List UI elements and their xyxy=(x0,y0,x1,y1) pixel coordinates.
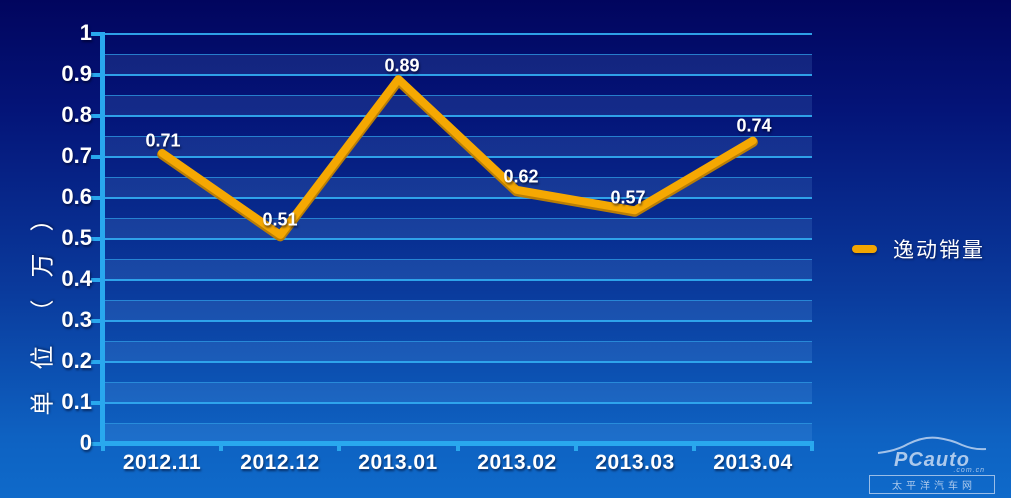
watermark: PCauto .com.cn 太平洋汽车网 xyxy=(869,435,995,494)
major-gridline xyxy=(103,33,812,35)
data-label: 0.74 xyxy=(736,115,772,136)
minor-gridline xyxy=(103,382,812,383)
x-axis-tick xyxy=(337,444,341,451)
major-gridline xyxy=(103,238,812,240)
minor-gridline xyxy=(103,95,812,96)
x-tick-label: 2013.03 xyxy=(595,451,675,474)
major-gridline xyxy=(103,361,812,363)
major-gridline xyxy=(103,156,812,158)
minor-gridline xyxy=(103,300,812,301)
y-axis-tick xyxy=(91,278,103,282)
y-tick-label: 1 xyxy=(79,19,92,45)
major-gridline xyxy=(103,115,812,117)
x-axis-tick xyxy=(574,444,578,451)
data-label: 0.62 xyxy=(503,166,539,187)
major-gridline xyxy=(103,197,812,199)
y-axis-tick xyxy=(91,237,103,241)
watermark-brand: PCauto xyxy=(894,449,970,471)
y-axis-tick xyxy=(91,73,103,77)
y-axis-tick xyxy=(91,196,103,200)
x-tick-label: 2013.02 xyxy=(477,451,557,474)
x-tick-label: 2012.12 xyxy=(240,451,320,474)
y-tick-label: 0.6 xyxy=(61,183,92,209)
minor-gridline xyxy=(103,54,812,55)
watermark-caption: 太平洋汽车网 xyxy=(869,475,995,494)
minor-gridline xyxy=(103,177,812,178)
y-tick-label: 0.4 xyxy=(61,265,92,291)
plot-area xyxy=(103,33,812,444)
x-tick-label: 2013.04 xyxy=(713,451,793,474)
y-axis-tick xyxy=(91,319,103,323)
x-axis-tick xyxy=(692,444,696,451)
y-tick-label: 0.8 xyxy=(61,101,92,127)
y-axis-tick xyxy=(91,442,103,446)
major-gridline xyxy=(103,320,812,322)
y-axis-tick xyxy=(91,401,103,405)
y-tick-label: 0.7 xyxy=(61,142,92,168)
y-axis-tick xyxy=(91,114,103,118)
y-tick-label: 0.3 xyxy=(61,306,92,332)
legend: 逸动销量 xyxy=(852,234,985,264)
x-axis-tick xyxy=(810,444,814,451)
y-tick-label: 0.1 xyxy=(61,388,92,414)
y-tick-label: 0.2 xyxy=(61,347,92,373)
y-axis-tick xyxy=(91,32,103,36)
minor-gridline xyxy=(103,136,812,137)
x-axis-line xyxy=(100,441,814,446)
y-tick-label: 0 xyxy=(79,429,92,455)
data-label: 0.71 xyxy=(145,130,181,151)
major-gridline xyxy=(103,279,812,281)
y-tick-label: 0.5 xyxy=(61,224,92,250)
x-tick-label: 2013.01 xyxy=(358,451,438,474)
minor-gridline xyxy=(103,423,812,424)
x-axis-tick xyxy=(219,444,223,451)
y-tick-label: 0.9 xyxy=(61,60,92,86)
major-gridline xyxy=(103,74,812,76)
data-label: 0.51 xyxy=(262,209,298,230)
x-tick-label: 2012.11 xyxy=(122,451,202,474)
x-axis-tick xyxy=(101,444,105,451)
legend-series-label: 逸动销量 xyxy=(893,239,985,262)
minor-gridline xyxy=(103,218,812,219)
legend-line-marker xyxy=(852,245,877,253)
watermark-domain: .com.cn xyxy=(953,467,985,474)
y-axis-tick xyxy=(91,360,103,364)
data-label: 0.57 xyxy=(610,187,646,208)
data-label: 0.89 xyxy=(384,55,420,76)
y-axis-tick xyxy=(91,155,103,159)
minor-gridline xyxy=(103,341,812,342)
x-axis-tick xyxy=(456,444,460,451)
major-gridline xyxy=(103,402,812,404)
minor-gridline xyxy=(103,259,812,260)
car-silhouette-icon xyxy=(877,436,987,454)
